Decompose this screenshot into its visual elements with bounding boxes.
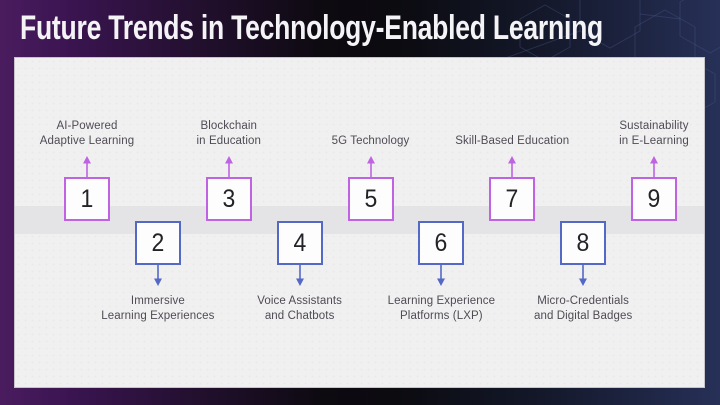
timeline-item-3: Blockchain in Education 3 — [154, 58, 304, 387]
timeline-item-label-line: Immersive — [130, 295, 185, 307]
timeline-item-label-line: Platforms (LXP) — [400, 310, 483, 322]
timeline-item-number-box: 7 — [489, 177, 536, 221]
timeline-item-label: Voice Assistants and Chatbots — [225, 294, 375, 324]
timeline-item-label-line: 5G Technology — [331, 135, 410, 147]
connector-arrow-up-icon — [366, 156, 375, 177]
timeline-item-7: Skill-Based Education 7 — [437, 58, 587, 387]
timeline-item-number: 3 — [222, 184, 236, 213]
timeline-item-number: 2 — [151, 228, 165, 257]
timeline-item-label-line: Blockchain — [200, 120, 258, 132]
timeline-item-number-box: 9 — [631, 177, 677, 221]
connector-arrow-down-icon — [295, 265, 304, 286]
timeline-item-label-line: Learning Experiences — [101, 310, 215, 322]
timeline-item-number-box: 8 — [560, 221, 607, 265]
timeline-item-4: Voice Assistants and Chatbots 4 — [225, 58, 375, 387]
timeline-item-label-line: and Chatbots — [264, 310, 335, 322]
timeline-item-label: Micro-Credentials and Digital Badges — [508, 294, 658, 324]
timeline-item-label: Skill-Based Education — [437, 134, 587, 149]
timeline-item-number: 6 — [434, 228, 448, 257]
timeline-item-label: Blockchain in Education — [154, 119, 304, 149]
slide-title: Future Trends in Technology-Enabled Lear… — [20, 9, 604, 47]
timeline-item-label-line: in Education — [196, 135, 261, 147]
timeline-item-1: AI-Powered Adaptive Learning 1 — [12, 58, 162, 387]
connector-arrow-up-icon — [508, 156, 517, 177]
slide-card: AI-Powered Adaptive Learning 1 Immersive Lea… — [14, 57, 705, 388]
timeline-item-9: Sustainability in E-Learning 9 — [579, 58, 720, 387]
timeline-item-number-box: 2 — [134, 221, 181, 265]
timeline-item-label: 5G Technology — [296, 134, 446, 149]
timeline-item-label-line: in E-Learning — [619, 135, 689, 147]
connector-arrow-up-icon — [650, 156, 658, 177]
connector-arrow-down-icon — [437, 265, 446, 286]
timeline-item-number-box: 4 — [276, 221, 323, 265]
timeline-item-number: 5 — [364, 184, 377, 213]
timeline-item-2: Immersive Learning Experiences 2 — [83, 58, 233, 387]
timeline-item-number: 4 — [293, 228, 307, 257]
timeline-item-6: Learning Experience Platforms (LXP) 6 — [366, 58, 516, 387]
timeline-item-5: 5G Technology 5 — [296, 58, 446, 387]
timeline-item-number-box: 5 — [347, 177, 394, 221]
timeline-item-number: 7 — [505, 184, 519, 213]
timeline-item-label-line: Sustainability — [619, 120, 689, 132]
timeline-item-8: Micro-Credentials and Digital Badges 8 — [508, 58, 658, 387]
timeline-item-number: 9 — [647, 184, 661, 213]
timeline-item-label-line: Skill-Based Education — [455, 135, 570, 147]
connector-arrow-down-icon — [579, 265, 588, 286]
timeline-item-label-line: Micro-Credentials — [537, 295, 630, 307]
timeline-item-number-box: 6 — [418, 221, 465, 265]
timeline-item-number-box: 3 — [205, 177, 252, 221]
timeline-item-number: 8 — [576, 228, 590, 257]
timeline-item-label: Immersive Learning Experiences — [83, 294, 233, 324]
connector-arrow-up-icon — [83, 156, 91, 177]
connector-arrow-up-icon — [224, 156, 233, 177]
slide-header: Future Trends in Technology-Enabled Lear… — [0, 0, 720, 117]
timeline-item-label-line: Learning Experience — [387, 295, 496, 307]
timeline-item-number: 1 — [80, 184, 94, 213]
timeline-item-number-box: 1 — [64, 177, 110, 221]
connector-arrow-down-icon — [153, 265, 162, 286]
timeline-item-label: Learning Experience Platforms (LXP) — [366, 294, 516, 324]
timeline-item-label-line: and Digital Badges — [533, 310, 633, 322]
timeline-item-label-line: Adaptive Learning — [39, 135, 135, 147]
timeline-item-label: Sustainability in E-Learning — [579, 119, 720, 149]
timeline-item-label-line: AI-Powered — [56, 120, 118, 132]
timeline-item-label-line: Voice Assistants — [257, 295, 342, 307]
timeline-item-label: AI-Powered Adaptive Learning — [12, 119, 162, 149]
